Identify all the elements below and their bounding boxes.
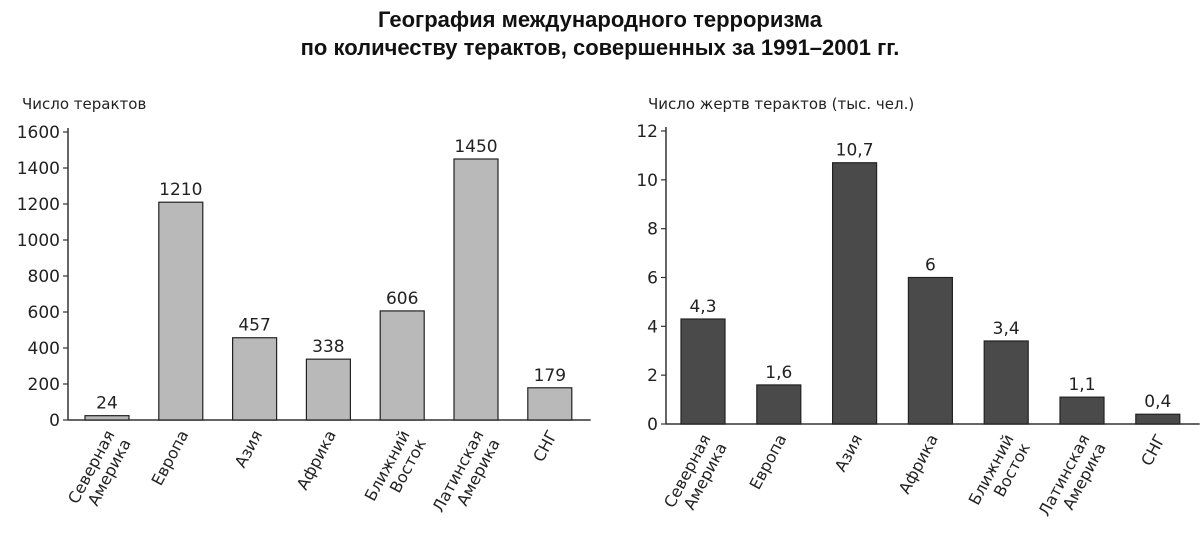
- attacks-data-label: 606: [386, 289, 418, 309]
- victims-data-label: 0,4: [1144, 392, 1171, 412]
- title-line-1: География международного терроризма: [378, 7, 822, 32]
- attacks-tick-label: 400: [28, 339, 60, 359]
- attacks-category-label: Европа: [148, 427, 193, 489]
- chart-title: География международного терроризма по к…: [0, 6, 1200, 62]
- victims-category-label: Африка: [895, 431, 942, 497]
- victims-data-label: 10,7: [836, 141, 874, 161]
- attacks-tick-label: 1000: [17, 231, 60, 251]
- victims-data-label: 4,3: [689, 297, 716, 317]
- attacks-tick-label: 1600: [17, 123, 60, 143]
- victims-category-label: БлижнийВосток: [965, 431, 1034, 517]
- victims-bar: [983, 340, 1029, 425]
- victims-category-label: Азия: [831, 431, 866, 475]
- attacks-tick-label: 1400: [17, 159, 60, 179]
- victims-category-label-line: Азия: [831, 431, 866, 475]
- attacks-tick-label: 800: [28, 267, 60, 287]
- attacks-bar: [158, 201, 204, 421]
- victims-data-label: 3,4: [993, 319, 1020, 339]
- attacks-tick-label: 1200: [17, 195, 60, 215]
- victims-bar: [1059, 396, 1105, 425]
- attacks-category-label: Азия: [231, 427, 266, 471]
- attacks-category-label: БлижнийВосток: [361, 427, 430, 513]
- attacks-category-label: ЛатинскаяАмерика: [429, 427, 504, 524]
- victims-category-label: ЛатинскаяАмерика: [1035, 431, 1110, 528]
- attacks-bar: [453, 158, 499, 421]
- victims-tick-label: 6: [647, 269, 658, 289]
- victims-bar: [831, 162, 878, 425]
- attacks-data-label: 24: [96, 394, 118, 414]
- victims-bar: [1135, 413, 1181, 425]
- title-line-2: по количеству терактов, совершенных за 1…: [300, 35, 900, 60]
- attacks-data-label: 1450: [454, 137, 497, 157]
- attacks-category-label-line: Европа: [148, 427, 193, 489]
- victims-tick-label: 10: [636, 171, 658, 191]
- attacks-y-axis-label: Число терактов: [22, 95, 146, 113]
- victims-y-axis-label: Число жертв терактов (тыс. чел.): [648, 95, 914, 113]
- attacks-category-label: СНГ: [529, 427, 561, 465]
- victims-category-label-line: Африка: [895, 431, 942, 497]
- victims-category-label-line: Европа: [746, 431, 791, 493]
- victims-bar: [680, 318, 726, 425]
- victims-data-label: 6: [925, 256, 936, 276]
- attacks-category-label: Африка: [293, 427, 340, 493]
- victims-tick-label: 0: [647, 415, 658, 435]
- victims-category-label: СевернаяАмерика: [660, 431, 731, 519]
- attacks-category-label: СевернаяАмерика: [64, 427, 135, 515]
- victims-tick-label: 2: [647, 366, 658, 386]
- attacks-bar: [305, 358, 351, 421]
- victims-category-label: СНГ: [1137, 431, 1169, 469]
- victims-category-label-line: СНГ: [1137, 431, 1169, 469]
- victims-category-label: Европа: [746, 431, 791, 493]
- victims-tick-label: 12: [636, 122, 658, 142]
- attacks-bar: [527, 387, 573, 421]
- attacks-bar: [232, 337, 278, 421]
- attacks-data-label: 457: [238, 316, 270, 336]
- victims-bar: [756, 384, 802, 425]
- attacks-data-label: 179: [534, 366, 566, 386]
- victims-data-label: 1,6: [765, 363, 792, 383]
- attacks-tick-label: 0: [49, 411, 60, 431]
- victims-tick-label: 4: [647, 317, 658, 337]
- attacks-data-label: 1210: [159, 180, 202, 200]
- attacks-category-label-line: СНГ: [529, 427, 561, 465]
- victims-data-label: 1,1: [1068, 375, 1095, 395]
- attacks-bar: [84, 415, 130, 421]
- attacks-data-label: 338: [312, 337, 344, 357]
- attacks-tick-label: 600: [28, 303, 60, 323]
- victims-tick-label: 8: [647, 220, 658, 240]
- attacks-tick-label: 200: [28, 375, 60, 395]
- attacks-bar: [379, 310, 425, 421]
- attacks-category-label-line: Африка: [293, 427, 340, 493]
- attacks-category-label-line: Азия: [231, 427, 266, 471]
- victims-bar: [907, 276, 954, 425]
